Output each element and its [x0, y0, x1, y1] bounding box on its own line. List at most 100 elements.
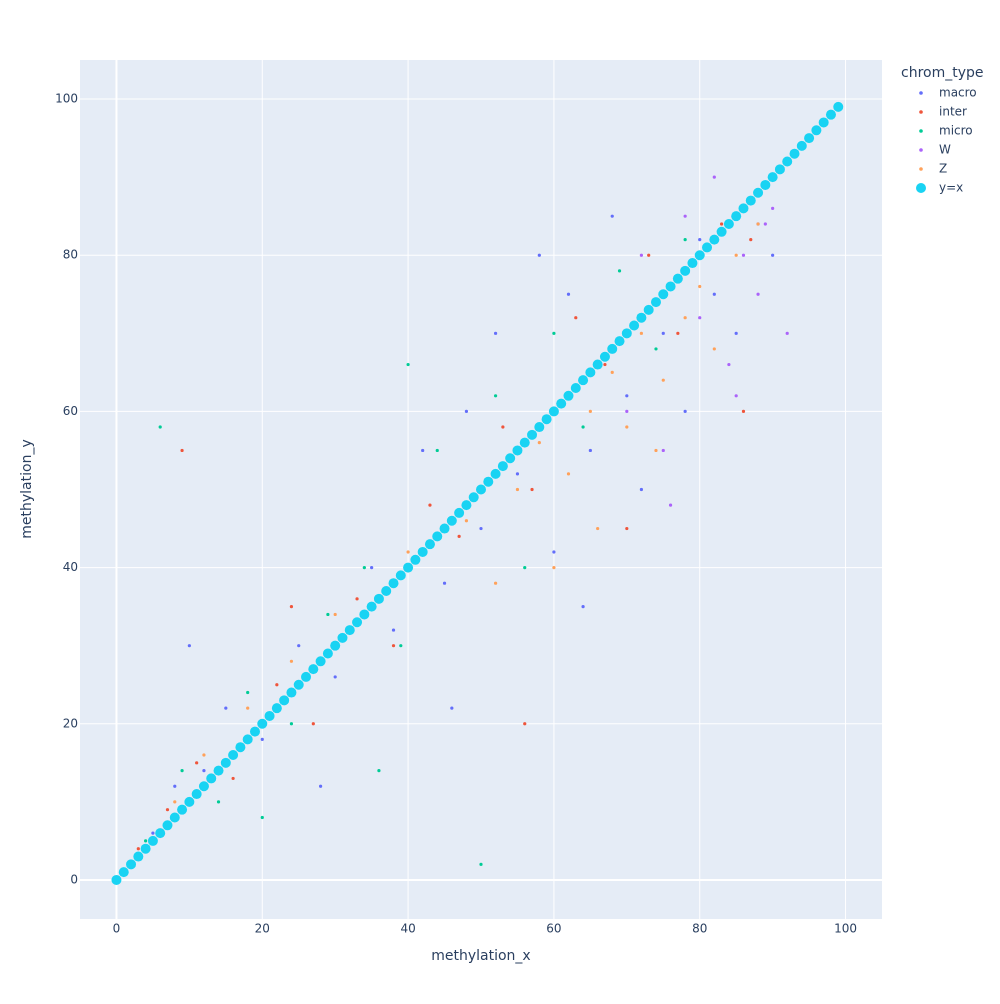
x-axis-title: methylation_x [431, 948, 530, 964]
point [133, 851, 144, 862]
point [395, 570, 406, 581]
point [756, 292, 760, 296]
point [585, 367, 596, 378]
point [552, 331, 556, 335]
point [286, 687, 297, 698]
point [260, 815, 264, 820]
x-tick-label: 80 [692, 922, 707, 936]
point [468, 492, 479, 503]
point [515, 487, 520, 492]
legend-marker [919, 91, 923, 95]
point [366, 601, 377, 612]
point [712, 347, 716, 351]
point [435, 448, 439, 453]
x-tick-label: 40 [400, 922, 415, 936]
legend-label: inter [939, 105, 967, 119]
point [694, 250, 705, 261]
point [636, 312, 647, 323]
point [625, 425, 629, 429]
point [668, 503, 673, 507]
point [639, 331, 644, 335]
point [687, 258, 698, 269]
point [610, 370, 614, 374]
point [220, 757, 231, 768]
point [796, 140, 807, 151]
point [712, 175, 716, 179]
point [337, 632, 348, 643]
point [599, 351, 610, 362]
point [428, 503, 432, 507]
point [588, 409, 592, 414]
point [169, 812, 180, 823]
y-tick-label: 0 [70, 872, 78, 886]
point [760, 179, 771, 190]
point [406, 362, 410, 367]
point [647, 253, 651, 257]
point [289, 605, 294, 609]
legend-marker [919, 129, 923, 133]
point [308, 664, 319, 675]
point [698, 238, 702, 242]
point [629, 320, 640, 331]
point [566, 472, 571, 476]
point [410, 554, 421, 565]
point [333, 675, 337, 679]
point [257, 718, 268, 729]
point [712, 292, 716, 296]
point [206, 773, 217, 784]
point [607, 343, 618, 354]
point [275, 683, 279, 687]
point [588, 448, 592, 453]
point [493, 394, 498, 398]
legend-marker [919, 148, 923, 152]
point [144, 839, 148, 843]
point [249, 726, 260, 737]
y-tick-label: 20 [63, 716, 78, 730]
point [289, 722, 294, 726]
point [195, 761, 199, 765]
point [756, 222, 760, 226]
legend-label: macro [939, 86, 977, 100]
legend-label: W [939, 143, 951, 157]
point [534, 422, 545, 433]
point [370, 565, 374, 570]
point [716, 226, 727, 237]
point [782, 156, 793, 167]
point [271, 703, 282, 714]
x-tick-label: 60 [546, 922, 561, 936]
point [464, 409, 469, 414]
legend-marker [919, 167, 923, 171]
point [581, 605, 585, 609]
legend-marker [916, 183, 926, 193]
point [184, 796, 195, 807]
point [293, 679, 304, 690]
point [552, 550, 556, 554]
point [654, 347, 658, 351]
point [643, 304, 654, 315]
point [406, 550, 410, 554]
point [614, 336, 625, 347]
point [326, 612, 330, 617]
x-tick-label: 100 [834, 922, 857, 936]
point [362, 565, 366, 570]
point [421, 448, 425, 453]
point [818, 117, 829, 128]
point [723, 218, 734, 229]
point [228, 750, 239, 761]
point [151, 831, 155, 835]
point [789, 148, 800, 159]
point [165, 808, 170, 812]
point [391, 628, 396, 632]
y-tick-label: 100 [55, 92, 78, 106]
point [698, 316, 702, 320]
point [450, 706, 454, 710]
point [804, 133, 815, 144]
point [432, 531, 443, 542]
legend-label: y=x [939, 181, 963, 195]
point [683, 316, 687, 320]
point [745, 195, 756, 206]
point [490, 468, 501, 479]
point [483, 476, 494, 487]
point [155, 828, 166, 839]
point [118, 867, 129, 878]
